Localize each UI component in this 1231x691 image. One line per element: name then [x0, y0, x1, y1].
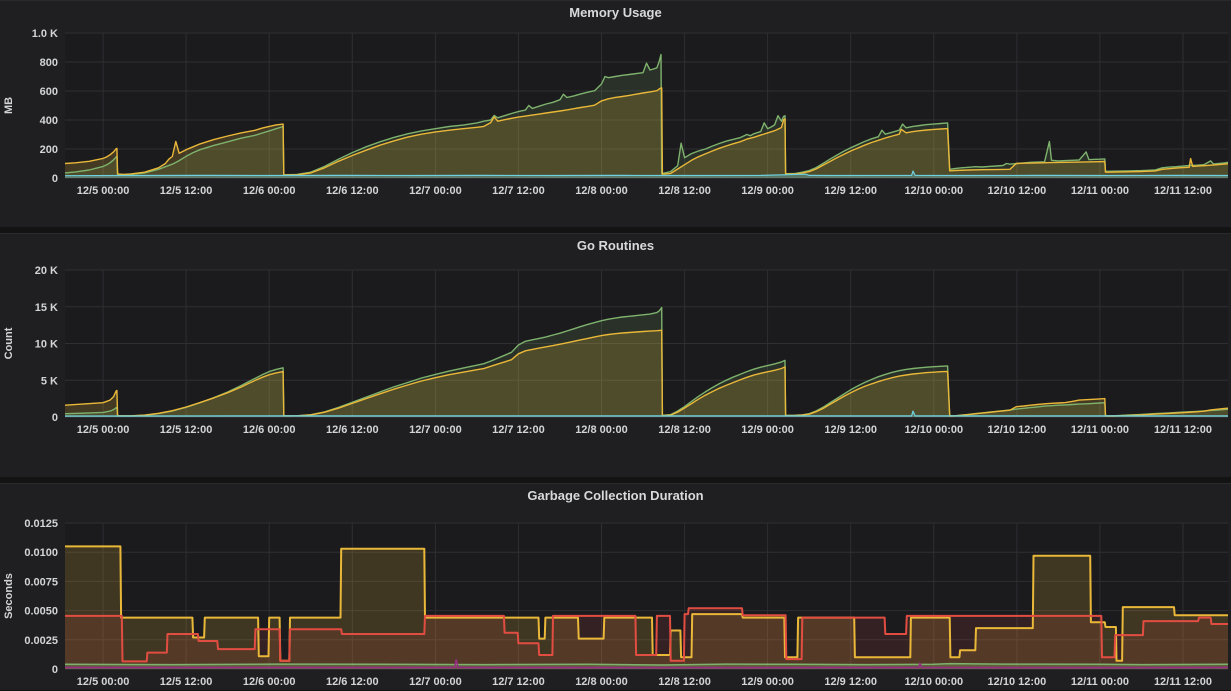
x-tick-label: 12/5 00:00: [77, 676, 130, 688]
go-routines-chart[interactable]: 0 5 K 10 K 15 K 20 K 12/5 00:00 12/5 12:00 12/6…: [0, 258, 1231, 478]
x-tick-label: 12/11 00:00: [1071, 185, 1129, 197]
series-area-yellow: [65, 546, 1228, 669]
y-tick-label: 0: [52, 412, 58, 424]
x-tick-label: 12/8 12:00: [658, 676, 711, 688]
series-area-red: [65, 608, 1228, 669]
series-line-yellow: [65, 545, 1228, 662]
x-tick-label: 12/10 12:00: [988, 185, 1047, 197]
x-tick-label: 12/6 00:00: [243, 185, 296, 197]
x-tick-label: 12/10 00:00: [904, 424, 963, 436]
x-tick-label: 12/5 12:00: [160, 185, 213, 197]
x-tick-label: 12/7 12:00: [492, 185, 545, 197]
y-tick-label: 20 K: [35, 265, 58, 277]
series-line-red: [65, 607, 1228, 663]
y-tick-label: 0.0075: [24, 576, 58, 588]
x-tick-label: 12/6 00:00: [243, 676, 296, 688]
y-axis-unit: Seconds: [3, 573, 15, 619]
x-tick-label: 12/6 12:00: [326, 185, 379, 197]
x-tick-label: 12/9 00:00: [741, 185, 794, 197]
x-tick-label: 12/10 00:00: [904, 185, 963, 197]
x-tick-label: 12/7 12:00: [492, 676, 545, 688]
x-tick-label: 12/11 12:00: [1154, 676, 1212, 688]
y-tick-label: 0: [52, 173, 58, 185]
x-tick-label: 12/9 00:00: [741, 676, 794, 688]
plot-background: [65, 33, 1228, 178]
x-tick-label: 12/10 12:00: [988, 424, 1047, 436]
y-tick-label: 15 K: [35, 302, 58, 314]
x-tick-label: 12/8 00:00: [575, 185, 628, 197]
series-line-purple: [65, 658, 1229, 669]
x-tick-label: 12/9 00:00: [741, 424, 794, 436]
y-tick-label: 0: [52, 664, 58, 676]
x-tick-label: 12/7 00:00: [409, 676, 462, 688]
panel-memory-usage: Memory Usage 0 200 400 600 800 1.0 K 12/5 00:0…: [0, 0, 1231, 227]
x-tick-label: 12/8 12:00: [658, 185, 711, 197]
x-tick-label: 12/10 12:00: [988, 676, 1047, 688]
x-tick-label: 12/7 00:00: [409, 424, 462, 436]
y-tick-label: 800: [40, 57, 58, 69]
x-tick-label: 12/7 00:00: [409, 185, 462, 197]
y-axis-unit: Count: [3, 327, 15, 359]
y-tick-label: 0.0125: [24, 518, 58, 530]
series-line-yellow: [64, 87, 1229, 176]
y-tick-label: 600: [40, 86, 58, 98]
series-line-green: [64, 662, 1229, 666]
y-tick-label: 10 K: [35, 339, 58, 351]
x-tick-label: 12/5 00:00: [77, 185, 130, 197]
x-tick-label: 12/7 12:00: [492, 424, 545, 436]
x-tick-label: 12/8 12:00: [658, 424, 711, 436]
series-area-green: [65, 307, 1228, 417]
y-tick-label: 1.0 K: [32, 28, 58, 40]
x-tick-label: 12/9 12:00: [824, 424, 877, 436]
series-area-yellow: [65, 87, 1228, 178]
y-tick-label: 0.0100: [24, 547, 58, 559]
y-tick-label: 200: [40, 144, 58, 156]
x-tick-label: 12/10 00:00: [904, 676, 963, 688]
x-tick-label: 12/6 00:00: [243, 424, 296, 436]
panel-title-go-routines[interactable]: Go Routines: [576, 238, 655, 253]
y-tick-label: 400: [40, 115, 58, 127]
x-tick-label: 12/6 12:00: [326, 676, 379, 688]
x-tick-label: 12/8 00:00: [575, 676, 628, 688]
y-tick-label: 0.0025: [24, 635, 58, 647]
y-tick-label: 5 K: [41, 375, 58, 387]
x-tick-label: 12/5 12:00: [160, 424, 213, 436]
memory-usage-chart[interactable]: 0 200 400 600 800 1.0 K 12/5 00:00 12/5 12:00 12…: [0, 25, 1231, 228]
y-tick-label: 0.0050: [24, 606, 58, 618]
garbage-collection-duration-chart[interactable]: 0 0.0025 0.0050 0.0075 0.0100 0.0125 12/5 00:0…: [0, 508, 1231, 691]
y-axis-unit: MB: [3, 97, 15, 114]
x-tick-label: 12/5 12:00: [160, 676, 213, 688]
panel-garbage-collection-duration: Garbage Collection Duration 0 0.0025 0.005…: [0, 483, 1231, 690]
x-tick-label: 12/11 12:00: [1154, 185, 1212, 197]
panel-go-routines: Go Routines 0 5 K 10 K 15 K 20 K 12/5 00:00 12…: [0, 233, 1231, 477]
x-tick-label: 12/11 12:00: [1154, 424, 1212, 436]
series-area-cyan: [65, 171, 1228, 178]
x-tick-label: 12/9 12:00: [824, 676, 877, 688]
x-tick-label: 12/5 00:00: [77, 424, 130, 436]
x-tick-label: 12/9 12:00: [824, 185, 877, 197]
series-line-cyan: [64, 170, 1229, 177]
x-tick-label: 12/11 00:00: [1071, 676, 1129, 688]
x-tick-label: 12/8 00:00: [575, 424, 628, 436]
x-tick-label: 12/11 00:00: [1071, 424, 1129, 436]
series-line-cyan: [64, 410, 1228, 417]
panel-title-memory-usage[interactable]: Memory Usage: [569, 5, 662, 20]
series-area-yellow: [65, 330, 1228, 417]
series-area-green: [65, 54, 1228, 178]
x-tick-label: 12/6 12:00: [326, 424, 379, 436]
panel-title-garbage-collection-duration[interactable]: Garbage Collection Duration: [527, 488, 704, 503]
